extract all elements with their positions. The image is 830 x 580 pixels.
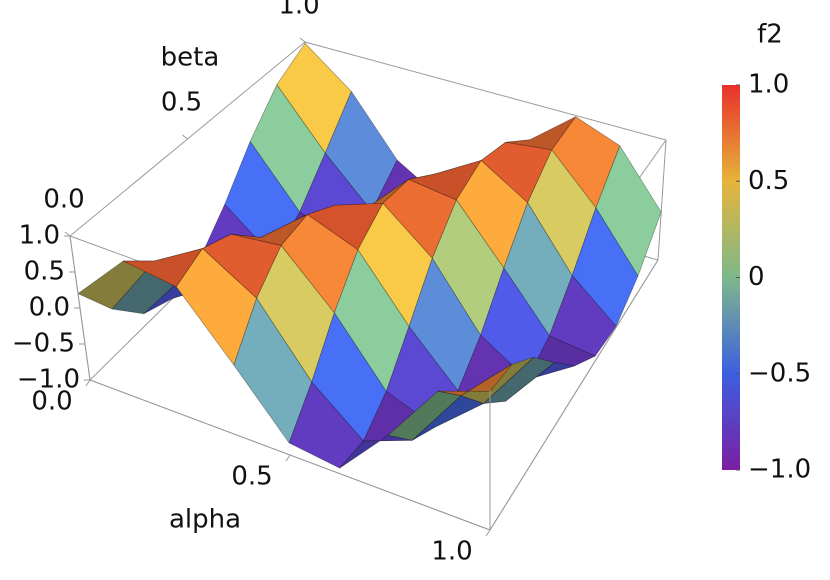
colorbar-tick-label: −1.0 <box>748 455 811 485</box>
z-tick-label: 1.0 <box>19 221 60 251</box>
surface-patch <box>571 207 639 327</box>
y-tick-label: 0.5 <box>161 88 202 118</box>
z-tick-label: −0.5 <box>12 329 75 359</box>
y-axis-label: beta <box>161 43 220 73</box>
z-tick-label: 0.0 <box>29 293 70 323</box>
x-tick-label: 0.5 <box>231 462 272 492</box>
surface-patch <box>595 145 662 277</box>
x-tick <box>285 454 291 462</box>
y-tick <box>64 231 71 237</box>
colorbar <box>722 85 740 470</box>
z-tick-label: −1.0 <box>17 365 80 395</box>
y-tick-label: 0.0 <box>43 185 84 215</box>
y-tick <box>182 134 188 140</box>
colorbar-title: f2 <box>757 20 783 50</box>
x-tick <box>85 379 91 387</box>
surface-patch <box>483 356 555 404</box>
x-tick-label: 1.0 <box>431 537 472 567</box>
x-tick-label: 0.0 <box>31 387 72 417</box>
colorbar-tick-label: 0 <box>748 262 765 292</box>
colorbar-tick-label: 0.5 <box>748 166 789 196</box>
x-axis-label: alpha <box>169 505 241 535</box>
x-tick <box>485 529 491 537</box>
y-tick-label: 1.0 <box>278 0 319 21</box>
box-edge <box>489 259 659 531</box>
surface-patch <box>437 363 513 396</box>
box-edge <box>657 139 667 261</box>
y-tick <box>299 37 306 43</box>
z-tick-label: 0.5 <box>24 257 65 287</box>
colorbar-tick-label: −0.5 <box>748 358 811 388</box>
colorbar-tick-label: 1.0 <box>748 70 789 100</box>
box-edge <box>304 41 667 141</box>
